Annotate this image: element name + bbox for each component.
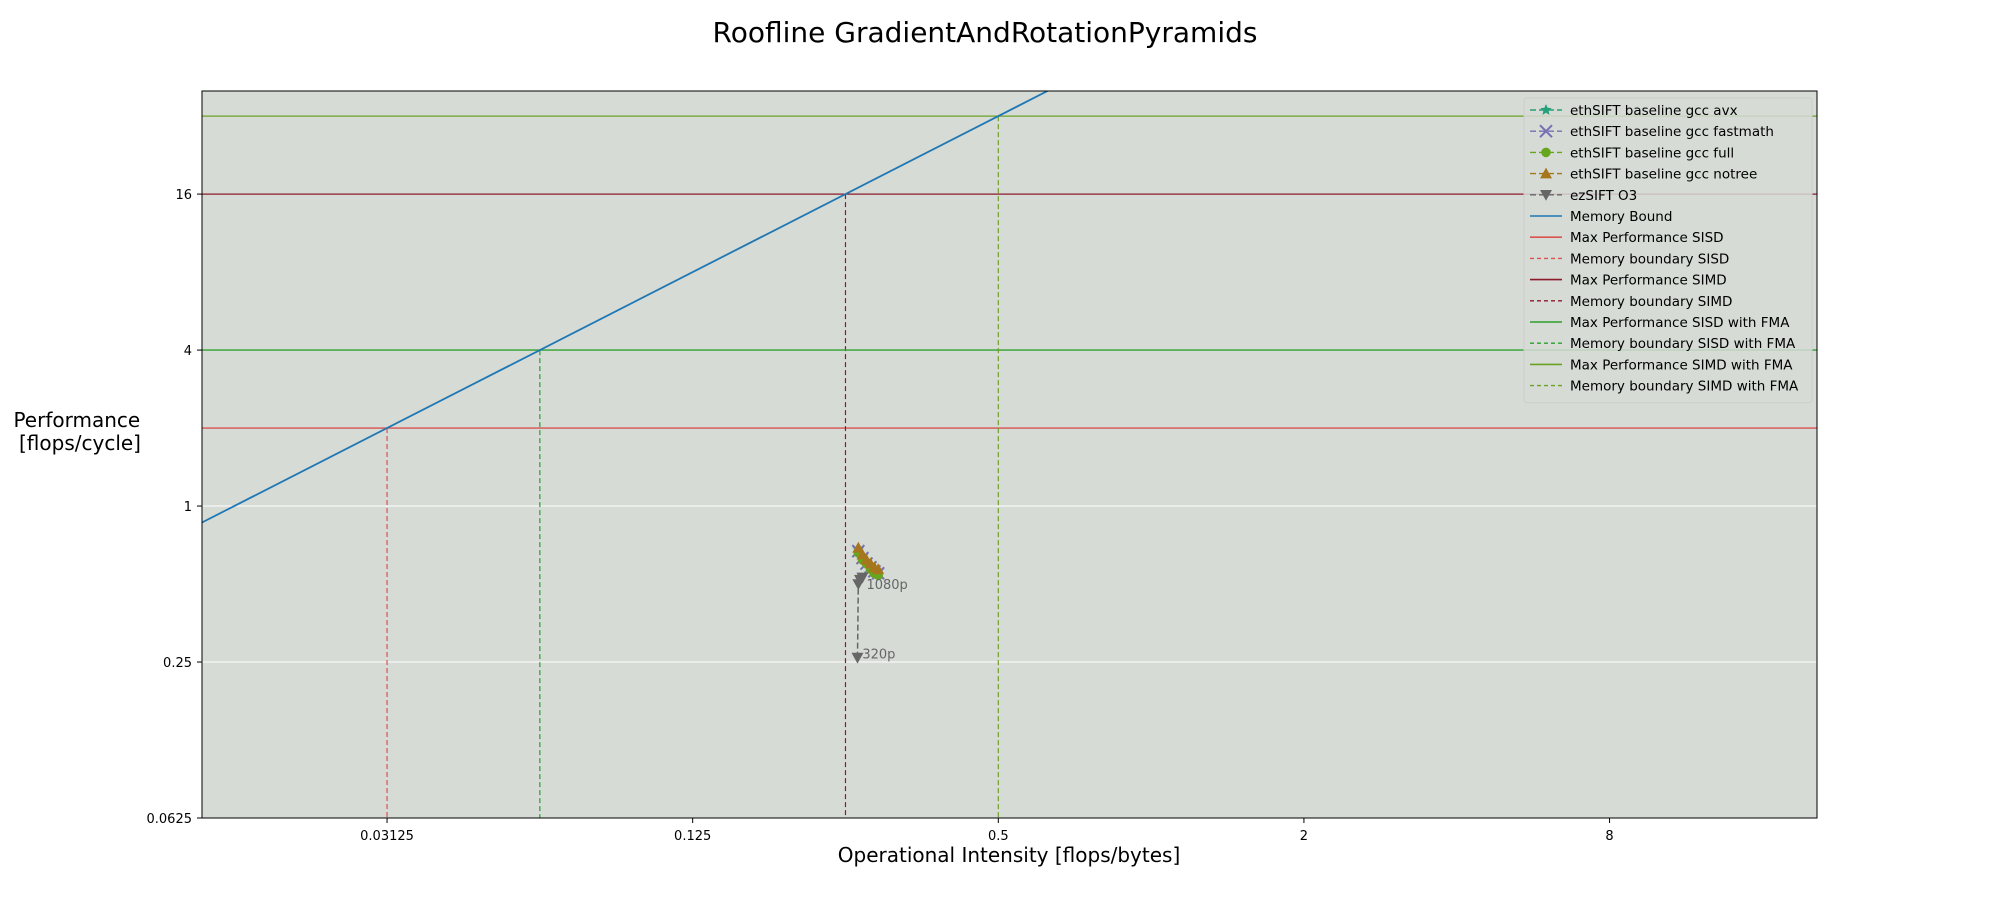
legend-label: Memory boundary SISD with FMA [1570,336,1796,352]
legend-entry: Max Performance SISD with FMA [1530,315,1790,331]
legend-label: ethSIFT baseline gcc full [1570,145,1734,161]
legend-entry: Max Performance SISD [1530,230,1724,246]
legend-entry: Memory boundary SIMD with FMA [1530,379,1799,395]
legend-entry: Memory boundary SISD with FMA [1530,336,1796,352]
data-point [1541,147,1551,158]
point-annotation: 1080p [866,578,907,593]
x-tick-label: 0.125 [674,829,711,844]
legend-label: Max Performance SIMD [1570,273,1727,289]
data-point [872,563,885,575]
data-point [1540,190,1552,201]
legend-entry: Memory boundary SISD [1530,251,1729,267]
data-point [1540,104,1552,115]
x-tick-label: 2 [1300,829,1308,844]
y-tick-label: 0.25 [163,656,192,671]
legend-entry: ethSIFT baseline gcc notree [1530,167,1757,183]
legend-entry: Memory boundary SIMD [1530,294,1732,310]
y-tick-label: 4 [184,344,192,359]
x-tick-label: 8 [1605,829,1613,844]
y-axis-label: Performance [flops/cycle] [13,408,146,455]
legend-label: Max Performance SISD with FMA [1570,315,1790,331]
legend-label: Max Performance SISD [1570,230,1724,246]
legend-label: Memory boundary SIMD [1570,294,1732,310]
x-axis-label: Operational Intensity [flops/bytes] [838,843,1181,867]
memory-bound-line [202,91,1048,524]
data-point [856,572,869,584]
x-tick-label: 0.5 [988,829,1009,844]
series-group [852,541,885,575]
legend-label: ethSIFT baseline gcc notree [1570,167,1757,183]
legend-entry: ethSIFT baseline gcc avx [1530,103,1738,119]
legend-entry: Memory Bound [1530,209,1672,225]
data-point [1540,167,1552,179]
data-series: 1080p 320p [851,541,908,664]
legend-label: Memory Bound [1570,209,1672,225]
x-tick-label: 0.03125 [360,829,414,844]
legend-label: Memory boundary SISD [1570,251,1729,267]
legend-label: ethSIFT baseline gcc avx [1570,103,1738,119]
legend-entry: Max Performance SIMD with FMA [1530,357,1793,373]
legend-box [1523,97,1813,404]
legend-label: ezSIFT O3 [1570,188,1637,204]
y-axis-label-line2: [flops/cycle] [19,431,141,455]
y-axis-label-line1: Performance [13,408,140,432]
legend-entry: ethSIFT baseline gcc full [1530,145,1734,161]
legend: ethSIFT baseline gcc avx ethSIFT baseline… [1523,97,1813,404]
axes: 0.0625 0.25 1 4 16 0.03125 0.125 0.5 2 8 [147,188,1614,844]
legend-entry: Max Performance SIMD [1530,273,1727,289]
legend-label: ethSIFT baseline gcc fastmath [1570,124,1774,140]
plot-frame [201,90,1818,819]
chart-title: Roofline GradientAndRotationPyramids [713,16,1258,49]
y-tick-label: 1 [184,500,192,515]
legend-label: Max Performance SIMD with FMA [1570,357,1793,373]
legend-label: Memory boundary SIMD with FMA [1570,379,1799,395]
data-point [852,541,865,553]
legend-entry: ethSIFT baseline gcc fastmath [1530,124,1774,140]
series-group [851,572,869,664]
y-tick-label: 0.0625 [147,812,193,827]
data-point [1539,124,1553,138]
point-annotation: 320p [862,647,895,662]
y-tick-label: 16 [175,188,192,203]
legend-entry: ezSIFT O3 [1530,188,1637,204]
data-point [851,652,864,664]
